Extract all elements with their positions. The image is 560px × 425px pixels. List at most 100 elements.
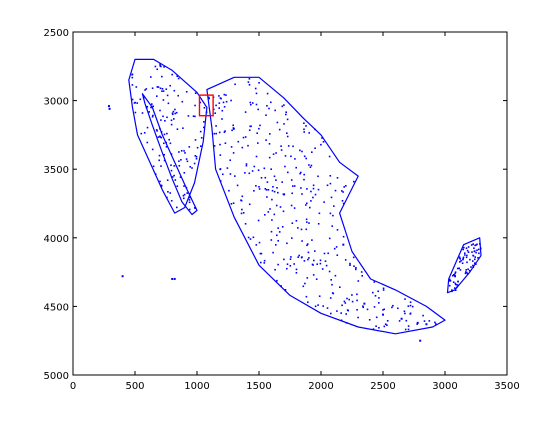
data-point [244,111,247,113]
data-point [182,127,184,129]
data-point [423,320,426,322]
data-point [219,143,221,146]
data-point [319,259,322,262]
data-point [187,115,190,117]
data-point [161,88,164,90]
data-point [166,94,169,97]
data-point [280,149,283,151]
data-point [449,278,451,281]
data-point [309,166,312,168]
data-point [452,281,455,283]
data-point [448,284,451,287]
data-region-1 [141,93,198,216]
data-point [173,118,175,120]
data-point [360,271,363,273]
data-point [314,128,316,131]
data-point [200,137,203,139]
data-point [312,196,314,199]
data-point [165,88,168,90]
data-point [284,165,286,168]
data-point [177,94,179,97]
data-point [253,165,256,168]
data-point [165,146,168,148]
data-point [266,92,269,95]
data-point [221,118,223,120]
data-point [267,211,270,213]
data-point [477,257,479,259]
data-point [404,298,406,300]
data-point [356,299,358,302]
data-point [269,133,271,135]
data-point [277,227,279,229]
data-point [274,109,276,112]
data-point [163,159,166,162]
data-point [151,115,154,118]
data-point [355,267,357,269]
data-point [253,190,255,192]
data-point [213,132,216,135]
data-point [229,173,232,175]
data-point [228,189,230,192]
data-point [407,305,410,307]
data-point [465,269,467,271]
data-point [225,100,228,103]
data-point [176,185,179,187]
data-point [305,204,307,206]
data-point [295,272,298,274]
data-point [285,113,287,116]
data-point [341,200,344,202]
data-point [475,263,477,265]
data-point [266,196,268,198]
data-point [466,273,469,275]
data-point [382,313,384,316]
data-point [259,124,261,127]
data-point [314,147,316,149]
y-tick-label: 4500 [44,302,69,313]
data-point [469,258,471,261]
data-point [223,93,226,96]
data-point [171,176,174,178]
data-point [292,185,294,187]
data-point [270,101,272,104]
data-point [409,301,412,303]
data-point [163,154,165,156]
data-point [277,263,279,266]
data-point [307,258,309,261]
data-point [269,208,271,210]
data-point [301,193,303,195]
data-point [276,121,279,124]
data-point [305,228,308,231]
data-point [378,302,380,304]
x-tick-label: 1500 [246,381,271,392]
data-point [287,145,290,147]
data-point [458,267,460,270]
data-point [375,325,377,327]
data-point [195,157,198,160]
data-point [162,90,165,92]
data-point [467,251,470,253]
data-point [311,239,313,241]
data-point [282,210,285,213]
data-point [161,75,163,78]
data-point [236,184,239,187]
data-point [434,321,436,324]
data-point [299,172,301,175]
data-point [257,169,260,171]
data-point [224,142,227,144]
data-point [258,127,260,130]
data-point [248,203,251,206]
data-point [301,240,303,242]
data-point [252,236,255,239]
data-point [260,177,263,179]
data-point [409,304,412,307]
data-point [331,225,333,227]
data-point [194,207,196,209]
data-point [108,107,111,110]
data-point [245,164,248,167]
data-point [215,132,217,135]
data-point [356,293,358,296]
data-point [300,256,303,259]
data-point [215,125,217,127]
data-point [163,66,165,68]
